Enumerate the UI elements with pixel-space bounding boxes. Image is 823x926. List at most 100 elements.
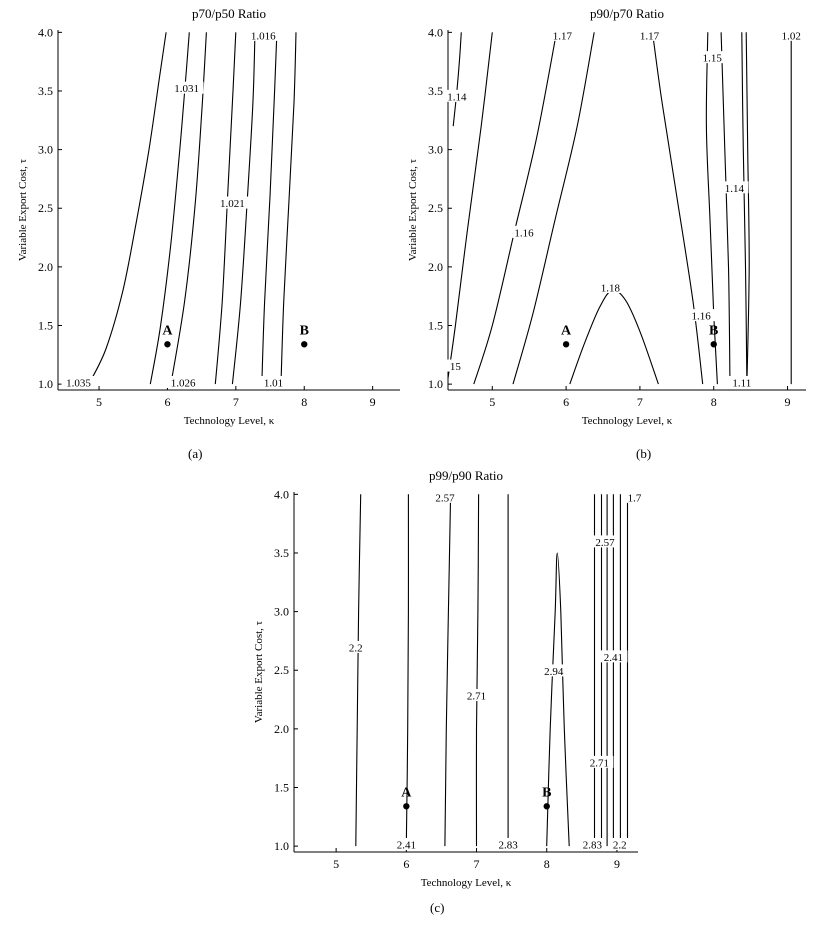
y-tick-label: 1.5 xyxy=(38,319,53,333)
contour-label: 1.17 xyxy=(640,30,660,42)
contour-label-bg xyxy=(596,280,625,293)
contour-label: 1.16 xyxy=(514,227,534,239)
x-axis-label: Technology Level, κ xyxy=(421,877,512,889)
x-tick-label: 6 xyxy=(563,395,569,409)
y-tick-label: 2.5 xyxy=(274,663,289,677)
y-tick-label: 3.0 xyxy=(428,143,443,157)
contour-panel-b: p90/p70 Ratio 1.0 1.5 2.0 2.5 3.0 3.5 4.0 5 6 7 8 9 T… xyxy=(407,0,823,461)
contour-label-bg xyxy=(623,490,646,503)
x-tick-label: 8 xyxy=(711,395,717,409)
y-tick-label: 1.0 xyxy=(428,377,443,391)
contour-label: 1.16 xyxy=(692,311,712,323)
x-tick-label: 8 xyxy=(544,857,550,871)
contour-label: 2.57 xyxy=(595,537,615,549)
contour-label: 1.14 xyxy=(447,91,467,103)
y-tick-label: 2.5 xyxy=(428,201,443,215)
y-tick-label: 1.5 xyxy=(428,319,443,333)
contour-label: 2.71 xyxy=(467,691,486,703)
contour-line xyxy=(741,32,748,385)
contour-label: 1.01 xyxy=(264,377,283,389)
contour-label-bg xyxy=(61,375,96,388)
contour-label: 2.41 xyxy=(604,652,623,664)
panel-label-a: (a) xyxy=(188,446,203,461)
contour-label-bg xyxy=(442,89,471,102)
contour-label-bg xyxy=(392,837,421,850)
contour-line xyxy=(651,32,704,385)
y-tick-label: 3.0 xyxy=(274,605,289,619)
contour-label-bg xyxy=(447,359,464,372)
contour-label-bg xyxy=(599,650,628,663)
point-label-a: A xyxy=(401,785,412,800)
contour-label: 2.94 xyxy=(544,666,564,678)
x-tick-label: 9 xyxy=(370,395,376,409)
contour-chart-c: p99/p90 Ratio 1.0 1.5 2.0 2.5 3.0 3.5 4.0 5 6 7 8 9 T… xyxy=(253,468,646,889)
contour-label: 1.18 xyxy=(601,282,621,294)
contour-line xyxy=(720,32,731,385)
contour-line xyxy=(546,552,570,847)
x-tick-label: 5 xyxy=(489,395,495,409)
contour-line xyxy=(705,32,718,385)
chart-title: p90/p70 Ratio xyxy=(590,6,664,21)
x-tick-label: 7 xyxy=(474,857,480,871)
contour-label: 1.17 xyxy=(553,30,573,42)
contour-label-bg xyxy=(259,375,288,388)
contour-label: 1.016 xyxy=(251,30,276,42)
contour-panel-a: p70/p50 Ratio 1.0 1.5 2.0 2.5 3.0 3.5 4.0 5 6 7 8 9 T… xyxy=(0,0,418,461)
x-tick-label: 5 xyxy=(333,857,339,871)
contour-label: 1.035 xyxy=(66,377,91,389)
x-tick-label: 9 xyxy=(785,395,791,409)
contour-label-bg xyxy=(344,640,367,653)
contour-label-bg xyxy=(608,837,631,850)
point-label-b: B xyxy=(542,785,551,800)
contour-line xyxy=(261,32,278,385)
contour-label-bg xyxy=(494,837,523,850)
y-tick-label: 1.0 xyxy=(38,377,53,391)
contour-label-bg xyxy=(169,81,204,94)
contour-label: 1.026 xyxy=(171,377,196,389)
contour-label-bg xyxy=(727,375,756,388)
x-tick-label: 6 xyxy=(164,395,170,409)
contour-label-bg xyxy=(246,28,281,41)
contour-label: 2.71 xyxy=(590,757,609,769)
y-tick-label: 2.0 xyxy=(274,722,289,736)
contour-line xyxy=(475,494,480,847)
contour-line xyxy=(355,494,362,847)
contour-label: 1.7 xyxy=(628,492,642,504)
contour-label-bg xyxy=(720,181,749,194)
contour-line xyxy=(745,32,750,385)
y-tick-label: 1.0 xyxy=(274,839,289,853)
y-axis-label: Variable Export Cost, τ xyxy=(17,158,29,261)
chart-title: p70/p50 Ratio xyxy=(192,6,266,21)
contour-chart-a: p70/p50 Ratio 1.0 1.5 2.0 2.5 3.0 3.5 4.0 5 6 7 8 9 T… xyxy=(17,6,400,427)
contour-line xyxy=(512,32,595,385)
contour-label-bg xyxy=(462,689,491,702)
contour-label-bg xyxy=(548,28,577,41)
contour-label: 2.83 xyxy=(498,839,518,851)
contour-label-bg xyxy=(635,28,664,41)
contour-label-bg xyxy=(510,225,539,238)
y-tick-label: 4.0 xyxy=(274,487,289,501)
y-tick-label: 3.5 xyxy=(428,84,443,98)
y-tick-label: 2.0 xyxy=(38,260,53,274)
chart-title: p99/p90 Ratio xyxy=(429,468,503,483)
contour-label-bg xyxy=(215,196,250,209)
contour-line xyxy=(280,32,297,385)
contour-panel-c: p99/p90 Ratio 1.0 1.5 2.0 2.5 3.0 3.5 4.0 5 6 7 8 9 T… xyxy=(236,462,656,915)
y-tick-label: 2.0 xyxy=(428,260,443,274)
contour-label: 2.2 xyxy=(349,642,363,654)
contour-label-bg xyxy=(578,837,607,850)
x-tick-label: 7 xyxy=(637,395,643,409)
contour-label-bg xyxy=(687,309,716,322)
contour-chart-b: p90/p70 Ratio 1.0 1.5 2.0 2.5 3.0 3.5 4.0 5 6 7 8 9 T… xyxy=(407,6,806,427)
contour-label: 1.15 xyxy=(703,53,723,65)
contour-line xyxy=(444,494,452,847)
point-marker-b xyxy=(543,803,550,810)
contour-label-bg xyxy=(166,375,201,388)
contour-line xyxy=(448,32,493,379)
panel-label-c: (c) xyxy=(430,900,445,915)
contour-line xyxy=(405,494,409,847)
x-tick-label: 6 xyxy=(403,857,409,871)
point-marker-a xyxy=(403,803,410,810)
x-tick-label: 5 xyxy=(96,395,102,409)
contour-label-bg xyxy=(430,490,459,503)
